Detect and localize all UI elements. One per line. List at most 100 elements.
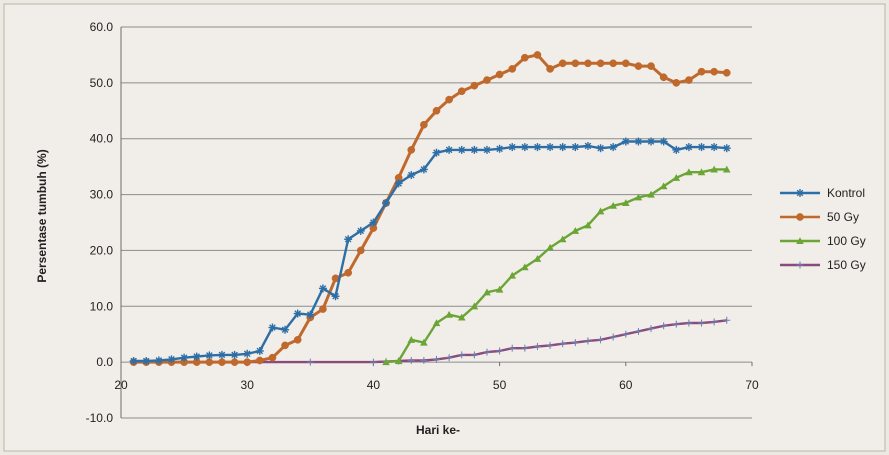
data-point (722, 165, 731, 173)
data-point-stroke (155, 357, 163, 364)
data-point-stroke (218, 351, 226, 359)
data-point (583, 141, 592, 150)
data-point (558, 235, 567, 243)
data-point-stroke (796, 189, 804, 197)
data-point (433, 355, 440, 363)
data-point (660, 322, 668, 330)
data-point (647, 190, 655, 198)
data-point (432, 106, 441, 115)
data-point-stroke (382, 199, 390, 207)
data-point (495, 70, 504, 79)
data-point-stroke (622, 138, 630, 145)
data-point-stroke (698, 143, 705, 151)
chart-background (3, 3, 886, 452)
data-point-stroke (344, 235, 352, 243)
data-point (685, 168, 693, 176)
data-point-stroke (281, 326, 289, 334)
data-point (268, 323, 277, 332)
data-point-stroke (609, 143, 617, 151)
data-point (571, 339, 579, 347)
data-point (394, 179, 403, 188)
data-point (318, 284, 327, 293)
data-point (622, 330, 630, 338)
data-point (382, 198, 391, 207)
data-point (710, 318, 718, 326)
data-point (483, 348, 491, 356)
data-point (218, 358, 226, 366)
data-point-stroke (332, 292, 339, 300)
data-point (722, 144, 731, 153)
data-point (281, 325, 290, 334)
data-point (685, 76, 693, 84)
y-tick-label: 40.0 (90, 132, 114, 146)
data-point (647, 325, 655, 333)
y-tick-label: 20.0 (90, 243, 114, 257)
data-point (571, 143, 580, 152)
data-point-stroke (723, 144, 731, 152)
data-point (796, 237, 804, 245)
data-point (508, 65, 517, 73)
data-point (722, 68, 731, 77)
series-line (385, 168, 727, 364)
data-point (445, 310, 453, 318)
data-point-stroke (445, 146, 453, 154)
data-point-stroke (433, 149, 440, 156)
data-point (445, 95, 453, 104)
data-point-stroke (496, 145, 503, 153)
data-point (621, 137, 630, 146)
data-point-stroke (420, 166, 428, 173)
data-point (520, 143, 529, 152)
data-point (457, 313, 466, 321)
data-point (457, 145, 466, 154)
data-point (205, 358, 214, 366)
data-point-stroke (660, 138, 667, 145)
data-point (684, 143, 693, 152)
data-point (697, 67, 706, 76)
data-point (584, 221, 592, 229)
data-point-stroke (193, 353, 201, 360)
data-point (268, 353, 277, 362)
legend-label: 100 Gy (827, 234, 866, 248)
data-point (609, 201, 617, 209)
data-point (420, 338, 428, 346)
data-point (698, 319, 706, 327)
data-point (647, 62, 655, 70)
data-point-stroke (521, 143, 529, 151)
data-point-stroke (635, 138, 642, 145)
data-point (496, 347, 504, 355)
data-point (710, 165, 718, 173)
data-point (596, 59, 605, 68)
data-point (697, 168, 706, 176)
data-point-stroke (534, 143, 541, 151)
y-tick-label: 50.0 (90, 76, 114, 90)
data-point (533, 343, 541, 351)
data-point (596, 207, 605, 215)
data-point (546, 341, 554, 349)
data-point (659, 182, 668, 190)
data-point (394, 357, 403, 365)
data-point-stroke (319, 285, 327, 292)
data-point-stroke (672, 146, 680, 154)
data-point-stroke (142, 357, 150, 365)
x-tick-label: 20 (114, 378, 128, 392)
data-point (432, 148, 441, 157)
y-tick-label: -10.0 (86, 411, 114, 425)
data-point (470, 145, 479, 154)
data-point (634, 137, 643, 146)
data-point (142, 357, 151, 366)
data-point-stroke (647, 138, 655, 145)
data-point (293, 335, 302, 344)
data-point-stroke (458, 146, 466, 154)
data-point (407, 146, 416, 154)
data-point (407, 336, 416, 343)
data-point (407, 171, 416, 180)
data-point (217, 350, 226, 359)
y-tick-label: 10.0 (90, 299, 114, 313)
x-axis-title: Hari ke- (416, 423, 460, 437)
data-point (180, 353, 189, 362)
data-point-stroke (370, 219, 377, 226)
data-point-stroke (572, 143, 579, 151)
x-tick-label: 50 (493, 378, 507, 392)
data-point (495, 285, 504, 293)
y-axis-title: Persentase tumbuh (%) (35, 149, 49, 282)
